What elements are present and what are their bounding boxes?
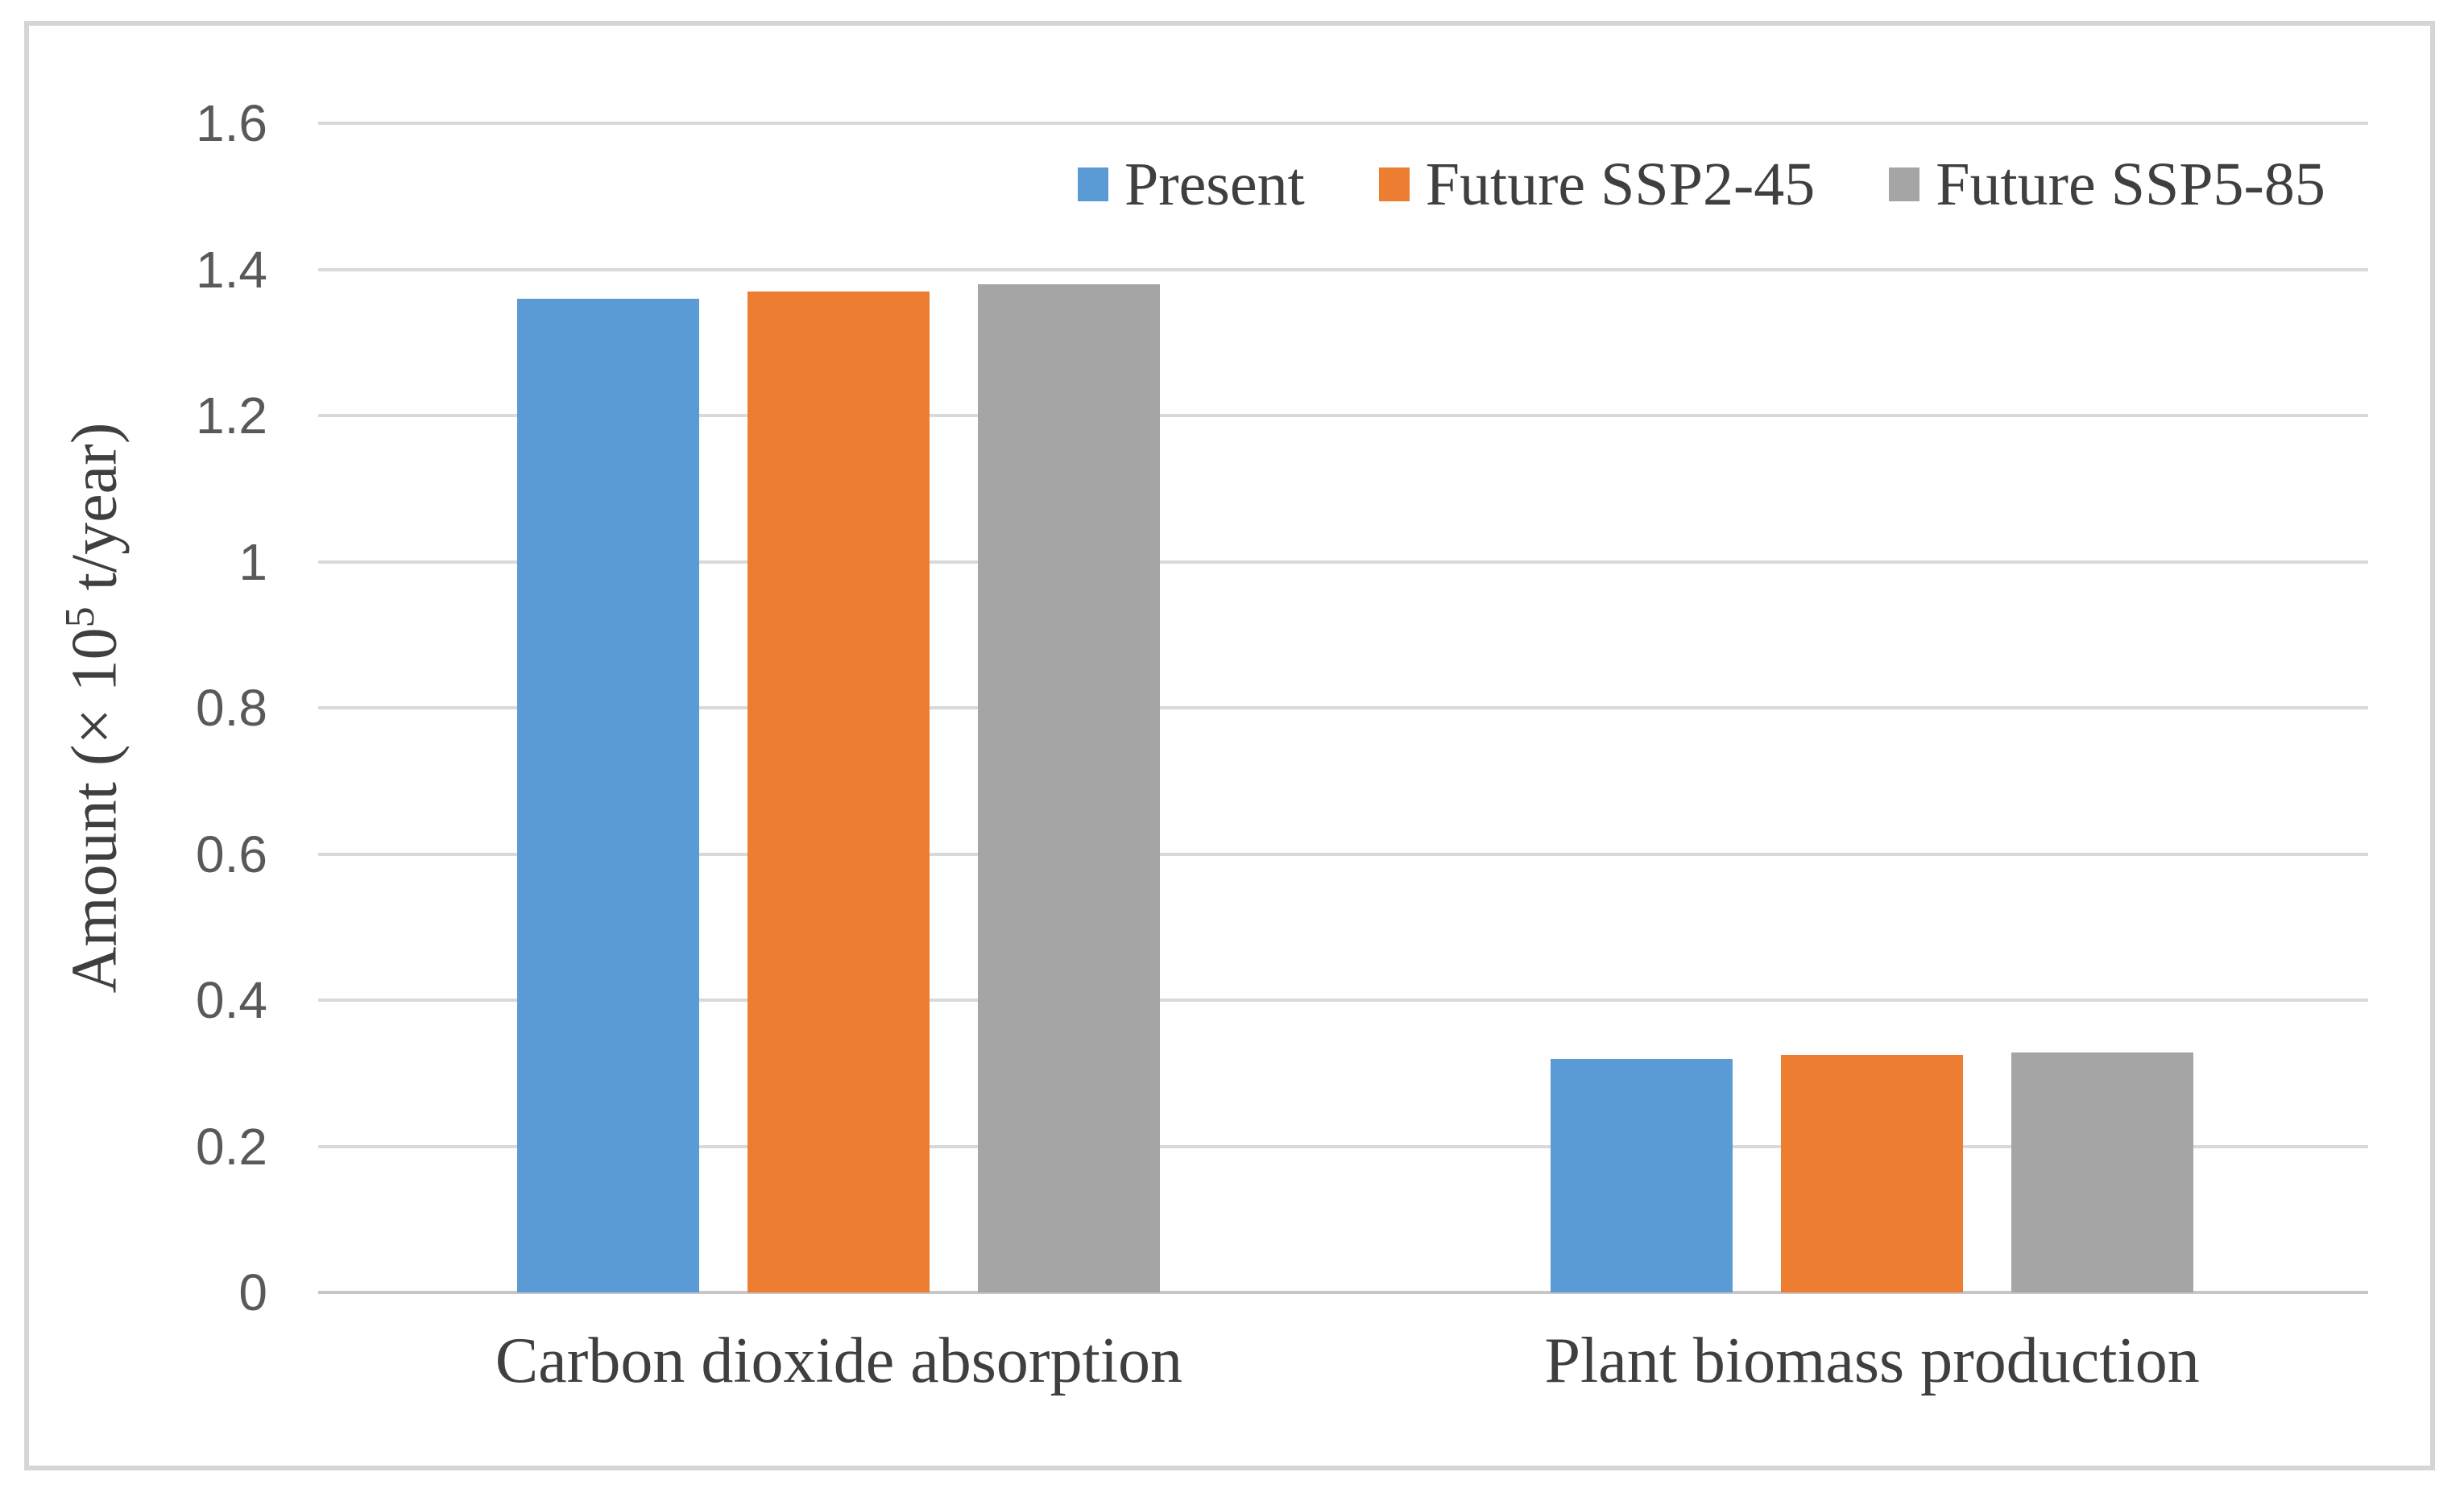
legend-marker-icon — [1378, 167, 1410, 201]
legend-marker-icon — [1078, 167, 1108, 201]
category-label-carbon-dioxide-absorption: Carbon dioxide absorption — [495, 1325, 1183, 1396]
y-tick-label-0.2: 0.2 — [196, 1117, 267, 1176]
y-axis-title-superscript: 5 — [56, 606, 103, 628]
gridline-y-0.6 — [318, 852, 2368, 856]
bar-future-ssp5-85-plant-biomass-production — [2011, 1052, 2194, 1292]
y-tick-label-0.8: 0.8 — [196, 679, 267, 737]
y-tick-label-1.4: 1.4 — [196, 240, 267, 299]
gridline-y-1 — [318, 560, 2368, 564]
y-tick-label-0: 0 — [238, 1263, 267, 1321]
legend: Present Future SSP2-45 Future SSP5-85 — [1078, 150, 2325, 219]
gridline-y-0.8 — [318, 706, 2368, 709]
legend-label: Future SSP2-45 — [1425, 151, 1816, 218]
bar-future-ssp5-85-carbon-dioxide-absorption — [978, 283, 1161, 1292]
legend-item-present: Present — [1078, 154, 1305, 215]
bar-present-plant-biomass-production — [1551, 1058, 1733, 1292]
legend-item-future-ssp2-45: Future SSP2-45 — [1378, 151, 1816, 218]
legend-label: Future SSP5-85 — [1936, 151, 2325, 218]
plot-area — [318, 122, 2368, 1294]
chart-border-frame — [24, 21, 2435, 1470]
y-tick-label-1: 1 — [238, 532, 267, 591]
gridline-y-1.6 — [318, 122, 2368, 125]
gridline-y-0.2 — [318, 1144, 2368, 1148]
legend-item-future-ssp5-85: Future SSP5-85 — [1889, 154, 2325, 215]
bar-future-ssp2-45-carbon-dioxide-absorption — [747, 291, 930, 1292]
gridline-y-0.4 — [318, 999, 2368, 1002]
legend-label: Present — [1124, 151, 1305, 218]
legend-marker-icon — [1889, 167, 1920, 201]
bar-future-ssp2-45-plant-biomass-production — [1781, 1055, 1964, 1292]
category-label-plant-biomass-production: Plant biomass production — [1544, 1325, 2200, 1396]
gridline-y-1.2 — [318, 414, 2368, 417]
x-axis-line — [318, 1291, 2368, 1294]
bar-present-carbon-dioxide-absorption — [517, 298, 700, 1292]
y-tick-label-1.6: 1.6 — [196, 94, 267, 152]
y-tick-label-0.6: 0.6 — [196, 825, 267, 883]
y-tick-label-1.2: 1.2 — [196, 387, 267, 445]
gridline-y-1.4 — [318, 267, 2368, 271]
y-tick-label-0.4: 0.4 — [196, 971, 267, 1029]
